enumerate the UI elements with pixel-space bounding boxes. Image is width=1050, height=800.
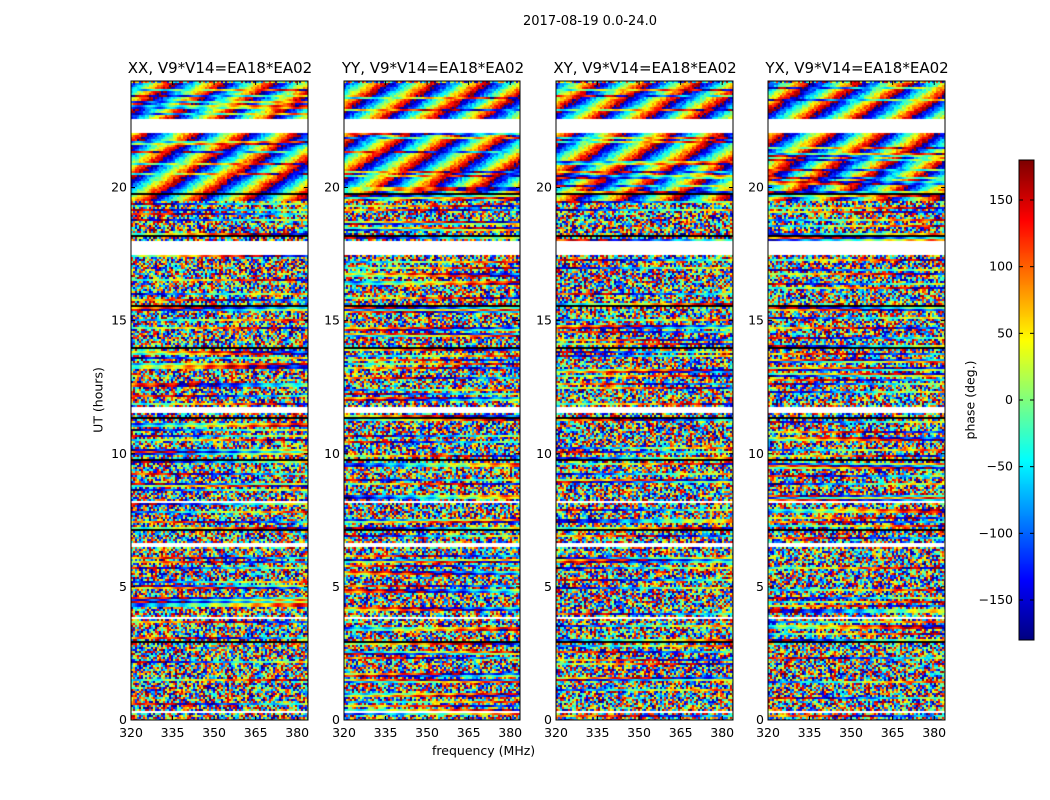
heatmap-yy [344, 81, 520, 720]
y-tick-label: 5 [332, 579, 340, 594]
y-tick-label: 10 [111, 446, 127, 461]
y-tick-label: 5 [119, 579, 127, 594]
y-tick-label: 10 [536, 446, 552, 461]
y-tick-label: 20 [748, 180, 764, 195]
x-tick-label: 335 [374, 725, 398, 740]
x-tick-label: 320 [119, 725, 143, 740]
colorbar-tick-label: −100 [979, 525, 1013, 540]
x-tick-label: 335 [586, 725, 610, 740]
panel-frame [343, 80, 521, 721]
x-tick-label: 365 [244, 725, 268, 740]
x-tick-label: 350 [627, 725, 651, 740]
x-tick-label: 335 [798, 725, 822, 740]
colorbar [1019, 160, 1034, 640]
x-tick-label: 365 [457, 725, 481, 740]
x-tick-label: 350 [839, 725, 863, 740]
colorbar-tick-label: −50 [987, 459, 1013, 474]
panel-frame [130, 80, 309, 721]
panel-frame [767, 80, 946, 721]
y-tick-label: 0 [119, 712, 127, 727]
panel-title-yy: YY, V9*V14=EA18*EA02 [341, 59, 525, 77]
x-tick-label: 365 [881, 725, 905, 740]
panel-title-yx: YX, V9*V14=EA18*EA02 [765, 59, 949, 77]
y-tick-label: 5 [756, 579, 764, 594]
colorbar-label: phase (deg.) [962, 360, 978, 440]
y-tick-label: 0 [756, 712, 764, 727]
x-tick-label: 365 [669, 725, 693, 740]
panel-title-xy: XY, V9*V14=EA18*EA02 [553, 59, 737, 77]
colorbar-tick-label: 0 [1005, 392, 1013, 407]
y-tick-label: 15 [111, 313, 127, 328]
y-tick-label: 20 [536, 180, 552, 195]
y-axis-label: UT (hours) [90, 367, 106, 433]
panel-frame [555, 80, 734, 721]
colorbar-tick-label: 100 [989, 259, 1013, 274]
x-tick-label: 320 [332, 725, 356, 740]
heatmap-xx [131, 81, 308, 720]
x-tick-label: 335 [161, 725, 185, 740]
figure-title: 2017-08-19 0.0-24.0 [523, 14, 657, 29]
x-axis-label: frequency (MHz) [432, 743, 536, 758]
y-tick-label: 5 [544, 579, 552, 594]
y-tick-label: 10 [748, 446, 764, 461]
y-tick-label: 20 [111, 180, 127, 195]
x-tick-label: 320 [756, 725, 780, 740]
panel-title-xx: XX, V9*V14=EA18*EA02 [127, 59, 313, 77]
y-tick-label: 0 [544, 712, 552, 727]
colorbar-tick-label: −150 [979, 592, 1013, 607]
x-tick-label: 350 [202, 725, 226, 740]
colorbar-tick-label: 150 [989, 192, 1013, 207]
x-tick-label: 380 [498, 725, 522, 740]
x-tick-label: 380 [710, 725, 734, 740]
y-tick-label: 0 [332, 712, 340, 727]
x-tick-label: 350 [415, 725, 439, 740]
colorbar-tick-label: 50 [997, 325, 1013, 340]
y-tick-label: 15 [324, 313, 340, 328]
x-tick-label: 380 [922, 725, 946, 740]
y-tick-label: 15 [748, 313, 764, 328]
heatmap-yx [768, 81, 945, 720]
heatmap-xy [556, 81, 733, 720]
y-tick-label: 20 [324, 180, 340, 195]
x-tick-label: 380 [285, 725, 309, 740]
x-tick-label: 320 [544, 725, 568, 740]
y-tick-label: 10 [324, 446, 340, 461]
y-tick-label: 15 [536, 313, 552, 328]
